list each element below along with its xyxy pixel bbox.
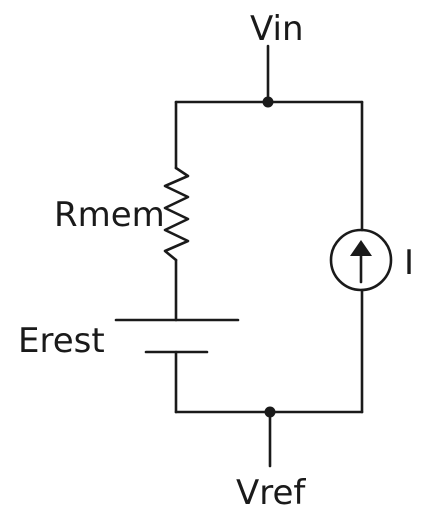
current-source-arrow-head-icon bbox=[350, 240, 372, 256]
current-source-circle bbox=[329, 228, 393, 292]
erest-label: Erest bbox=[18, 321, 105, 361]
rmem-label: Rmem bbox=[54, 195, 165, 235]
vref-label: Vref bbox=[236, 473, 306, 513]
bottom-junction-dot bbox=[264, 406, 276, 418]
current-label: I bbox=[404, 243, 414, 283]
vin-label: Vin bbox=[250, 9, 304, 49]
rmem-resistor-symbol bbox=[163, 166, 190, 262]
top-junction-dot bbox=[262, 96, 274, 108]
